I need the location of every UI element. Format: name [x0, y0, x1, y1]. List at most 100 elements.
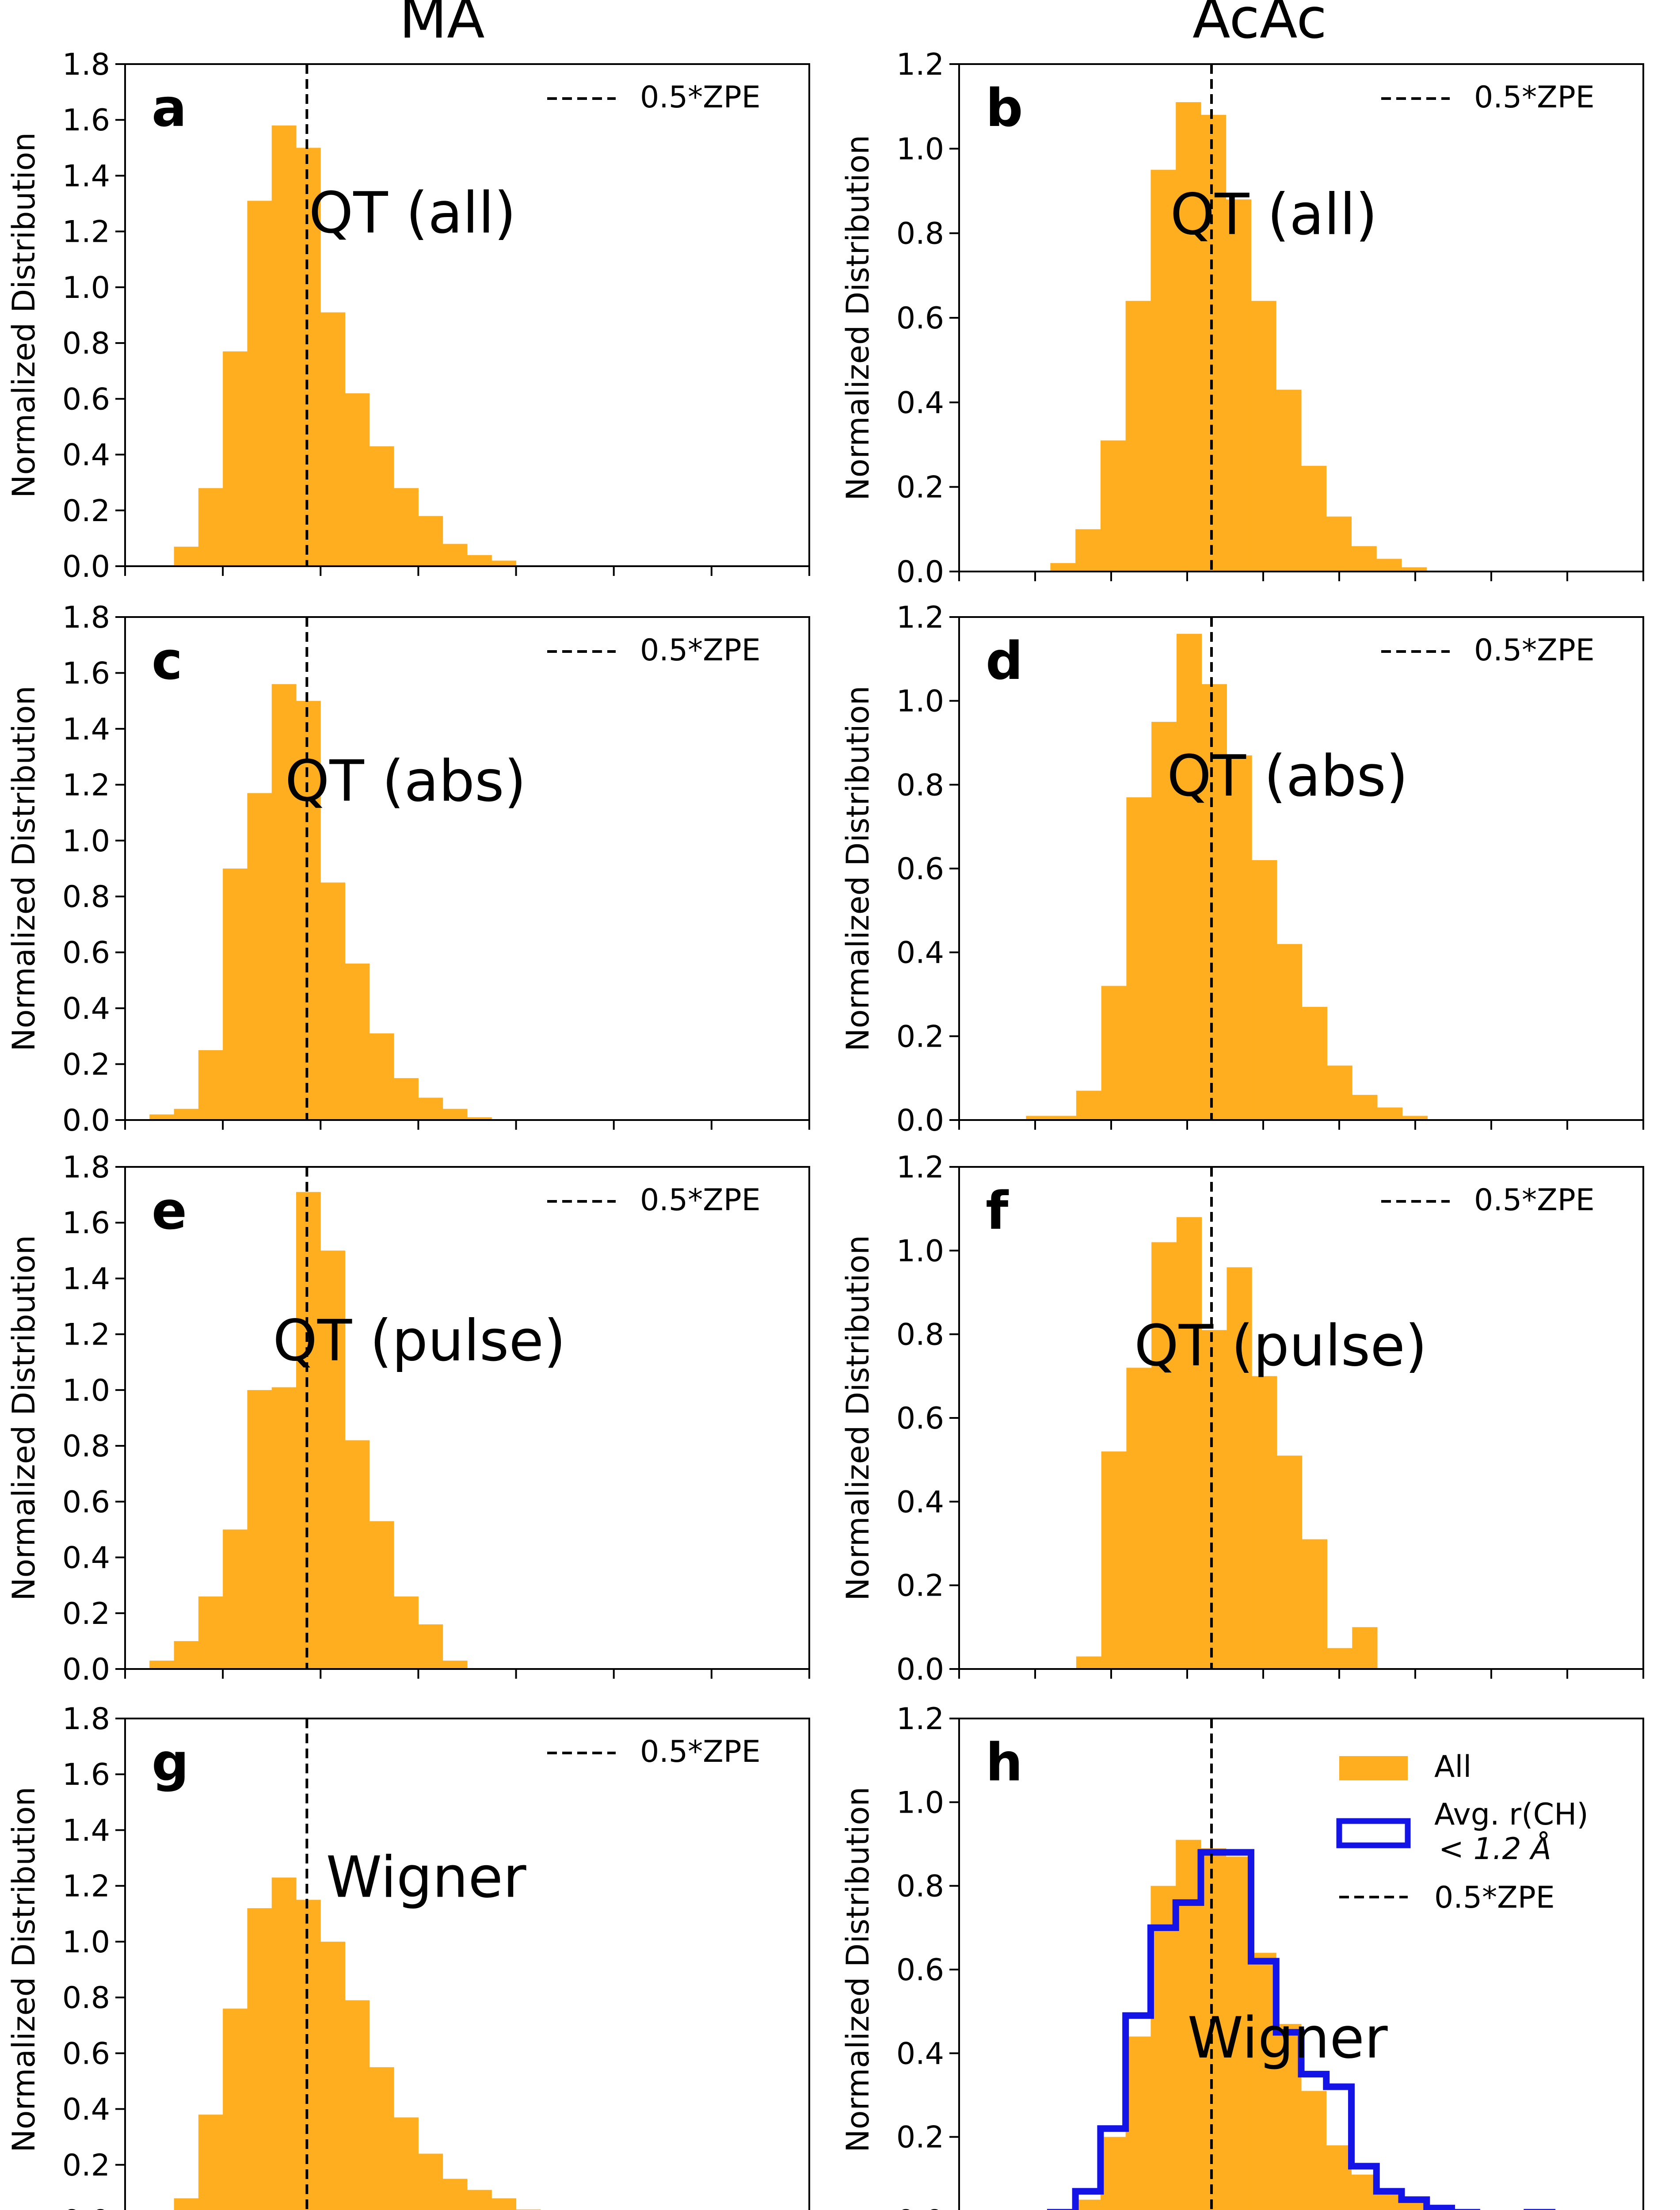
- y-axis-label: Normalized Distribution: [840, 1787, 876, 2153]
- histogram-bar: [320, 1250, 346, 1669]
- histogram-bar: [1327, 1648, 1352, 1669]
- y-tick-label: 1.8: [62, 47, 110, 82]
- histogram-bar: [345, 963, 370, 1120]
- histogram-bar: [1227, 755, 1252, 1120]
- y-tick-label: 0.0: [62, 1103, 110, 1138]
- y-axis-label: Normalized Distribution: [840, 1235, 876, 1601]
- histogram-bar: [320, 882, 346, 1120]
- histogram-bar: [271, 684, 297, 1120]
- histogram-bar: [247, 793, 272, 1120]
- legend: 0.5*ZPE: [547, 1183, 761, 1218]
- y-tick-label: 1.8: [62, 600, 110, 635]
- legend-all-swatch: [1339, 1756, 1408, 1780]
- y-tick-label: 0.0: [62, 2204, 110, 2210]
- histogram-bar: [174, 546, 199, 566]
- histogram-bar: [149, 1114, 175, 1120]
- legend-zpe-label: 0.5*ZPE: [1474, 80, 1595, 115]
- histogram-bar: [1151, 722, 1177, 1120]
- y-tick-label: 0.6: [896, 852, 944, 887]
- histogram-bar: [1252, 1376, 1277, 1669]
- panel-g: 0.00.51.01.52.02.53.03.50.00.20.40.60.81…: [6, 1702, 810, 2210]
- y-tick-label: 1.2: [896, 1702, 944, 1737]
- histogram-bar: [1276, 1456, 1303, 1669]
- histogram-bar: [1252, 860, 1277, 1120]
- histogram-bar: [1176, 102, 1201, 572]
- panel-a: 0.0 0.2 0.4 0.6 0.8 1.0 1.2 1.4 1.6 1.8 Normalized…: [6, 47, 810, 584]
- y-axis-label: Normalized Distribution: [840, 686, 876, 1052]
- histogram-bar: [369, 1521, 394, 1669]
- legend: 0.5*ZPE: [547, 80, 761, 115]
- y-tick-label: 0.6: [62, 2036, 110, 2071]
- histogram-bar: [247, 1908, 272, 2210]
- histogram-bar: [1352, 1627, 1378, 1669]
- panel-d: 0.0 0.2 0.4 0.6 0.8 1.0 1.2 Normalized Distribu…: [840, 600, 1644, 1138]
- y-axis-label: Normalized Distribution: [840, 135, 876, 501]
- y-tick-label: 0.2: [896, 1569, 944, 1604]
- legend: 0.5*ZPE: [1381, 1183, 1595, 1218]
- panel-e: 0.0 0.2 0.4 0.6 0.8 1.0 1.2 1.4 1.6 1.8 Normalized…: [6, 1150, 810, 1687]
- histogram-bar: [1326, 516, 1352, 572]
- y-tick-label: 1.4: [62, 1261, 110, 1296]
- y-tick-label: 0.4: [896, 1485, 944, 1520]
- y-tick-label: 0.2: [62, 1048, 110, 1082]
- histogram-bar: [1125, 2036, 1151, 2210]
- histogram-bar: [1050, 563, 1076, 572]
- histogram-bar: [418, 516, 443, 566]
- y-tick-label: 0.2: [62, 2148, 110, 2183]
- axes-frame: [124, 1718, 810, 2210]
- y-tick-label: 0.0: [896, 1103, 944, 1138]
- legend: 0.5*ZPE: [1381, 80, 1595, 115]
- method-label: QT (pulse): [273, 1308, 566, 1374]
- histogram-bar: [320, 1941, 346, 2210]
- legend-all-label: All: [1434, 1749, 1471, 1784]
- y-tick-label: 1.0: [896, 1234, 944, 1269]
- y-tick-label: 1.0: [896, 1785, 944, 1820]
- histogram-bar: [394, 2117, 419, 2210]
- y-tick-label: 1.2: [896, 1150, 944, 1185]
- histogram-bar: [271, 125, 297, 566]
- y-tick-label: 1.4: [62, 159, 110, 194]
- y-tick-label: 1.2: [896, 47, 944, 82]
- histogram-bar: [1150, 170, 1176, 572]
- y-tick-label: 1.6: [62, 656, 110, 691]
- histogram-bar: [1226, 199, 1251, 572]
- method-label: QT (all): [1170, 182, 1378, 248]
- histogram-bar: [1226, 1856, 1251, 2210]
- panel-letter: c: [152, 630, 183, 691]
- y-axis-label: Normalized Distribution: [6, 686, 42, 1052]
- legend-rch-label: Avg. r(CH): [1434, 1797, 1589, 1832]
- y-tick-label: 1.6: [62, 1757, 110, 1792]
- y-tick-label: 0.8: [62, 326, 110, 361]
- y-tick-label: 0.2: [62, 1597, 110, 1631]
- y-tick-label: 0.2: [62, 494, 110, 529]
- histogram-bar: [1176, 633, 1202, 1120]
- histogram-bar: [1276, 389, 1302, 572]
- histogram-bar: [467, 2190, 492, 2210]
- histogram-bar: [1126, 1368, 1152, 1669]
- histogram-bar: [467, 1117, 492, 1120]
- histogram-bar: [1251, 301, 1276, 572]
- histogram-bar: [394, 488, 419, 566]
- histogram-bar: [1227, 1267, 1252, 1669]
- y-tick-label: 1.0: [62, 1925, 110, 1960]
- y-tick-label: 0.6: [896, 301, 944, 336]
- histogram-bar: [1377, 1107, 1403, 1120]
- y-tick-label: 1.2: [62, 1869, 110, 1904]
- legend: All Avg. r(CH)< 1.2 Å 0.5*ZPE: [1336, 1749, 1589, 1915]
- histogram-bar: [1402, 1116, 1428, 1120]
- panels: 0.0 0.2 0.4 0.6 0.8 1.0 1.2 1.4 1.6 1.8 Normalized…: [6, 47, 1644, 2210]
- y-tick-label: 1.4: [62, 1813, 110, 1848]
- y-tick-label: 0.8: [62, 1981, 110, 2016]
- histogram-bar: [296, 148, 321, 566]
- histogram-bar: [1100, 2137, 1126, 2210]
- histogram-bar: [1201, 684, 1227, 1120]
- histogram-bar: [369, 446, 394, 566]
- histogram-bar: [296, 701, 321, 1120]
- legend-zpe-label: 0.5*ZPE: [640, 1183, 761, 1218]
- histogram-bar: [345, 2000, 370, 2210]
- histogram-bar: [1125, 301, 1151, 572]
- histogram-bar: [1276, 2024, 1302, 2210]
- column-title-ma: MA: [399, 0, 484, 51]
- y-tick-label: 0.2: [896, 2120, 944, 2155]
